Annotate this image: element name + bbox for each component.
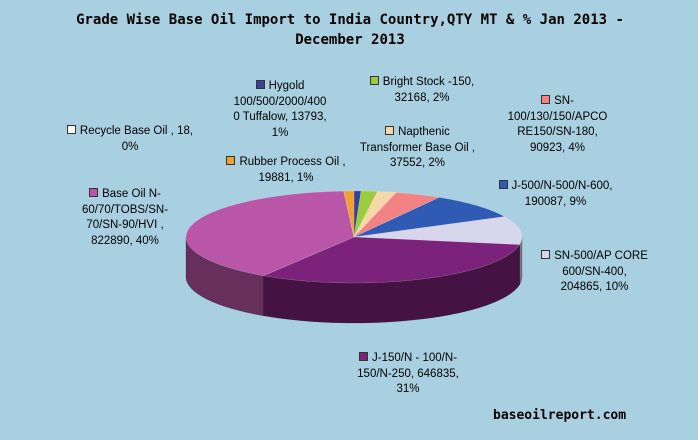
slice-label-base-oil-n60-line-4: 822890, 40%	[91, 234, 159, 247]
slice-label-hygold-line-4: 1%	[271, 126, 289, 139]
pie-slice-sn-100-130-150-apcore150-sn-180	[353, 192, 440, 238]
slice-label-sn-100: SN- 100/130/150/APCO RE150/SN-180, 90923…	[485, 94, 630, 156]
slice-label-base-oil-n60: Base Oil N- 60/70/TOBS/SN- 70/SN-90/HVI …	[60, 187, 190, 249]
slice-label-bright-stock-line-1: Bright Stock -150,	[382, 76, 475, 88]
pie-slice-hygold-100-500-2000-4000-tuffalow	[353, 190, 362, 238]
slice-label-j-500-line-2: 190087, 9%	[524, 195, 587, 208]
slice-label-hygold-line-3: 0 Tuffalow, 13793,	[233, 111, 327, 123]
pie-slice-j-150-n-100-n-150-n-250	[262, 236, 521, 284]
slice-label-rubber-process-line-2: 19881, 1%	[258, 171, 314, 184]
legend-swatch-sn-500	[541, 250, 551, 260]
legend-swatch-j-500	[498, 180, 508, 190]
slice-label-j-150-line-2: 150/N-250, 646835,	[357, 367, 459, 380]
slice-label-napthenic-line-3: 37552, 2%	[390, 157, 445, 169]
pie-slice-sn-500-ap-core-600-sn-400	[353, 216, 523, 245]
slice-label-hygold-line-2: 100/500/2000/400	[233, 95, 327, 108]
legend-swatch-base-oil-n60	[89, 188, 99, 198]
slice-label-sn-500-line-2: 600/SN-400,	[562, 265, 627, 278]
slice-label-sn-100-line-2: 100/130/150/APCO	[507, 110, 608, 123]
legend-swatch-hygold	[255, 80, 265, 90]
slice-label-rubber-process: Rubber Process Oil , 19881, 1%	[216, 155, 356, 186]
slice-label-recycle-line-2: 0%	[121, 140, 139, 153]
slice-label-base-oil-n60-line-3: 70/SN-90/HVI ,	[86, 219, 164, 231]
slice-label-sn-100-line-3: RE150/SN-180,	[517, 126, 598, 138]
legend-swatch-j-150	[358, 352, 368, 362]
slice-label-bright-stock: Bright Stock -150, 32168, 2%	[362, 75, 482, 106]
legend-swatch-napthenic	[385, 126, 395, 136]
slice-label-sn-100-line-4: 90923, 4%	[530, 141, 585, 154]
slice-label-sn-500-line-3: 204865, 10%	[560, 281, 629, 293]
chart-title-line-2: December 2013	[295, 32, 405, 48]
pie-slice-napthenic-transformer-base-oil	[353, 191, 397, 238]
slice-label-recycle-line-1: Recycle Base Oil , 18,	[79, 125, 194, 137]
slice-label-napthenic-line-2: Transformer Base Oil ,	[359, 141, 476, 154]
slice-label-j-500: J-500/N-500/N-600, 190087, 9%	[493, 179, 618, 210]
pie-slice-bright-stock-150	[353, 190, 378, 238]
slice-label-j-150-line-3: 31%	[396, 383, 420, 395]
footer-source: baseoilreport.com	[493, 408, 627, 423]
slice-label-napthenic: Napthenic Transformer Base Oil , 37552, …	[345, 125, 490, 172]
pie-slice-base-oil-n-60-70-tobs-sn-70-sn-90-hvi	[185, 190, 355, 276]
slice-label-rubber-process-line-1: Rubber Process Oil ,	[239, 156, 346, 168]
slice-label-sn-500: SN-500/AP CORE 600/SN-400, 204865, 10%	[532, 249, 657, 296]
legend-swatch-bright-stock	[369, 76, 379, 86]
slice-label-recycle: Recycle Base Oil , 18, 0%	[55, 124, 205, 155]
pie-slice-j-500-n-500-n-600	[353, 197, 506, 238]
slice-label-j-150-line-1: J-150/N - 100/N-	[371, 352, 457, 364]
slice-label-j-500-line-1: J-500/N-500/N-600,	[511, 180, 613, 192]
slice-label-bright-stock-line-2: 32168, 2%	[394, 91, 450, 104]
pie-slice-recycle-base-oil	[343, 190, 355, 238]
legend-swatch-sn-100	[541, 95, 551, 105]
pie-slice-rubber-process-oil	[343, 190, 355, 238]
chart-title: Grade Wise Base Oil Import to India Coun…	[40, 10, 660, 50]
legend-swatch-rubber-process	[226, 156, 236, 166]
slice-label-hygold: Hygold 100/500/2000/400 0 Tuffalow, 1379…	[205, 79, 355, 141]
slice-label-j-150: J-150/N - 100/N- 150/N-250, 646835, 31%	[333, 351, 483, 398]
slice-label-sn-100-line-1: SN-	[554, 95, 574, 107]
slice-label-base-oil-n60-line-2: 60/70/TOBS/SN-	[81, 203, 169, 216]
slice-label-napthenic-line-1: Napthenic	[398, 126, 450, 138]
chart-title-line-1: Grade Wise Base Oil Import to India Coun…	[76, 12, 624, 28]
legend-swatch-recycle	[66, 125, 76, 135]
slice-label-sn-500-line-1: SN-500/AP CORE	[554, 250, 648, 262]
slice-label-hygold-line-1: Hygold	[268, 80, 305, 92]
slice-label-base-oil-n60-line-1: Base Oil N-	[102, 188, 161, 200]
